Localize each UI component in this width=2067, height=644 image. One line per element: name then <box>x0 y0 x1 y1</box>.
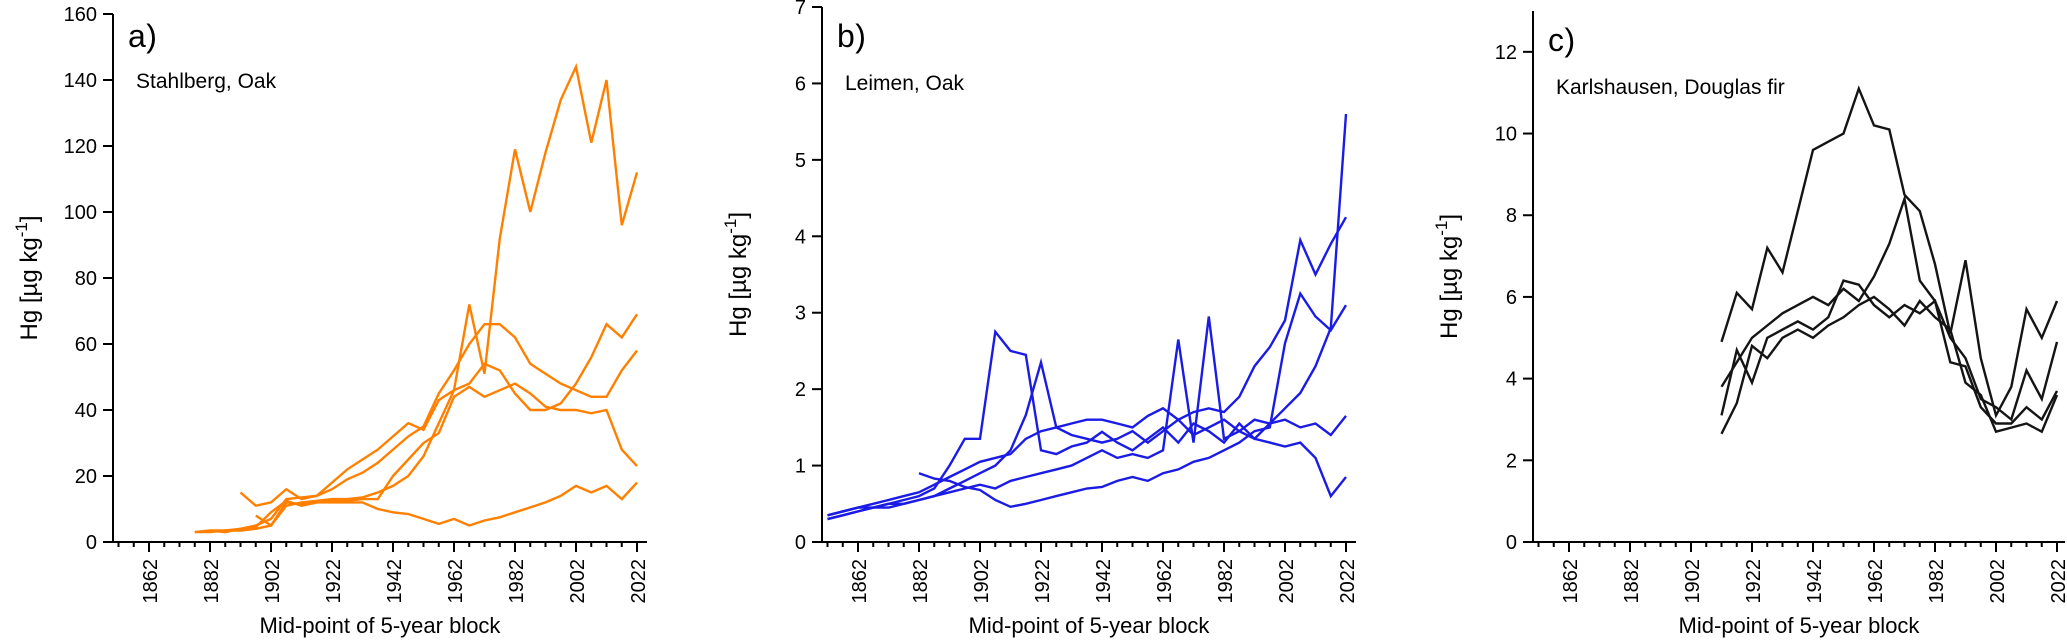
panel-c-tree-4-line <box>1720 295 2059 435</box>
y-tick-labels: 0 20 40 60 80 100 120 140 160 <box>64 4 97 554</box>
panel-b-letter: b) <box>837 18 867 54</box>
series-group <box>1720 85 2059 435</box>
panel-a-tree-3-line <box>239 313 639 507</box>
svg-text:2022: 2022 <box>2048 559 2067 604</box>
svg-text:1962: 1962 <box>445 559 467 604</box>
x-axis-ticks <box>826 542 1347 552</box>
svg-text:1922: 1922 <box>323 559 345 604</box>
svg-text:100: 100 <box>64 202 97 224</box>
svg-text:1982: 1982 <box>1215 559 1237 604</box>
y-axis-title: Hg [µg kg-1] <box>12 215 43 340</box>
panel-b-tree-3-line <box>827 113 1348 521</box>
panel-b-tree-4-line <box>827 216 1348 517</box>
x-tick-labels: 1862 1882 1902 1922 1942 1962 1982 2002 2022 <box>1560 559 2067 604</box>
panel-b-tree-5-line <box>918 290 1348 509</box>
svg-text:7: 7 <box>795 0 806 19</box>
panel-b-chart: 1862 1882 1902 1922 1942 1962 1982 2002 2022 0 1 2 3… <box>721 0 1359 638</box>
x-tick-labels: 1862 1882 1902 1922 1942 1962 1982 2002 2022 <box>140 559 650 604</box>
svg-text:0: 0 <box>795 532 806 554</box>
panel-c-tree-2-line <box>1720 194 2059 422</box>
svg-text:1882: 1882 <box>910 559 932 604</box>
svg-text:1982: 1982 <box>506 559 528 604</box>
y-axis-ticks <box>103 13 113 543</box>
svg-text:1902: 1902 <box>262 559 284 604</box>
svg-text:1942: 1942 <box>1804 559 1826 604</box>
svg-text:0: 0 <box>86 532 97 554</box>
svg-text:1962: 1962 <box>1154 559 1176 604</box>
svg-text:60: 60 <box>75 334 97 356</box>
svg-text:2022: 2022 <box>1337 559 1359 604</box>
x-axis-title: Mid-point of 5-year block <box>969 613 1211 638</box>
panel-a-tree-5-line <box>255 481 638 528</box>
panel-a-tree-4-line <box>194 382 638 534</box>
svg-text:6: 6 <box>1506 287 1517 309</box>
svg-text:1: 1 <box>795 456 806 478</box>
x-axis-ticks <box>1537 542 2058 552</box>
svg-text:2002: 2002 <box>567 559 589 604</box>
svg-text:2: 2 <box>1506 450 1517 472</box>
svg-text:160: 160 <box>64 4 97 26</box>
svg-text:5: 5 <box>795 150 806 172</box>
svg-text:140: 140 <box>64 70 97 92</box>
svg-text:4: 4 <box>1506 369 1517 391</box>
svg-text:20: 20 <box>75 466 97 488</box>
svg-text:1862: 1862 <box>849 559 871 604</box>
svg-text:1962: 1962 <box>1865 559 1887 604</box>
panel-a-title: Stahlberg, Oak <box>136 70 277 93</box>
x-axis-title: Mid-point of 5-year block <box>260 613 502 638</box>
panel-b-title: Leimen, Oak <box>845 72 965 95</box>
panel-b-tree-1-line <box>827 328 1347 517</box>
y-axis-title: Hg [µg kg-1] <box>721 212 752 337</box>
x-axis-title: Mid-point of 5-year block <box>1679 613 1921 638</box>
series-group <box>827 113 1348 521</box>
svg-text:10: 10 <box>1495 124 1517 146</box>
svg-text:8: 8 <box>1506 205 1517 227</box>
panel-a-letter: a) <box>128 18 158 54</box>
panel-a-tree-1-line <box>194 62 639 534</box>
panel-c-title: Karlshausen, Douglas fir <box>1556 76 1785 99</box>
svg-text:1922: 1922 <box>1032 559 1054 604</box>
svg-text:2022: 2022 <box>628 559 650 604</box>
svg-text:1982: 1982 <box>1926 559 1948 604</box>
svg-text:1922: 1922 <box>1743 559 1765 604</box>
y-axis-ticks <box>1523 50 1533 543</box>
x-axis-ticks <box>117 542 638 552</box>
svg-text:1942: 1942 <box>384 559 406 604</box>
svg-text:1882: 1882 <box>201 559 223 604</box>
svg-text:40: 40 <box>75 400 97 422</box>
svg-text:120: 120 <box>64 136 97 158</box>
svg-text:1902: 1902 <box>1682 559 1704 604</box>
svg-text:12: 12 <box>1495 42 1517 64</box>
svg-text:4: 4 <box>795 226 806 248</box>
svg-text:2002: 2002 <box>1276 559 1298 604</box>
svg-text:1882: 1882 <box>1621 559 1643 604</box>
y-tick-labels: 0 1 2 3 4 5 6 7 <box>795 0 806 554</box>
x-tick-labels: 1862 1882 1902 1922 1942 1962 1982 2002 2022 <box>849 559 1359 604</box>
svg-text:80: 80 <box>75 268 97 290</box>
axes <box>821 7 1356 543</box>
svg-text:1862: 1862 <box>140 559 162 604</box>
svg-text:6: 6 <box>795 73 806 95</box>
svg-text:3: 3 <box>795 303 806 325</box>
panel-c-letter: c) <box>1548 22 1576 58</box>
panel-c-tree-1-line <box>1720 85 2059 419</box>
svg-text:2002: 2002 <box>1987 559 2009 604</box>
y-axis-ticks <box>812 6 822 543</box>
axes <box>1532 11 2065 543</box>
y-axis-title: Hg [µg kg-1] <box>1432 214 1463 339</box>
svg-text:1902: 1902 <box>971 559 993 604</box>
svg-text:0: 0 <box>1506 532 1517 554</box>
series-group <box>194 62 639 534</box>
svg-text:2: 2 <box>795 379 806 401</box>
panel-c-tree-3-line <box>1720 279 2059 425</box>
panel-c-chart: 1862 1882 1902 1922 1942 1962 1982 2002 2022 0 2 4 6… <box>1432 11 2067 638</box>
y-tick-labels: 0 2 4 6 8 10 12 <box>1495 42 1517 554</box>
panel-a-chart: 1862 1882 1902 1922 1942 1962 1982 2002 2022 0 20 4… <box>12 4 650 638</box>
svg-text:1942: 1942 <box>1093 559 1115 604</box>
svg-text:1862: 1862 <box>1560 559 1582 604</box>
